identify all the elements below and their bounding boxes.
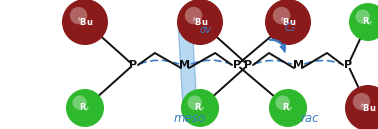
Circle shape xyxy=(345,85,378,129)
Circle shape xyxy=(181,89,219,127)
Circle shape xyxy=(276,95,290,110)
Circle shape xyxy=(70,7,87,24)
Circle shape xyxy=(66,89,104,127)
Text: P: P xyxy=(233,60,241,70)
Circle shape xyxy=(73,95,87,110)
Text: P: P xyxy=(344,60,352,70)
Circle shape xyxy=(185,7,202,24)
Text: $^t$Bu: $^t$Bu xyxy=(192,16,208,28)
Text: $^t$Bu: $^t$Bu xyxy=(77,16,93,28)
Text: rac: rac xyxy=(301,111,319,124)
FancyArrowPatch shape xyxy=(270,39,285,52)
Circle shape xyxy=(62,0,108,45)
Circle shape xyxy=(187,95,202,110)
Text: M: M xyxy=(293,60,304,70)
Text: R$_f$: R$_f$ xyxy=(363,16,374,28)
Text: P: P xyxy=(129,60,137,70)
Circle shape xyxy=(349,3,378,41)
Polygon shape xyxy=(178,22,197,108)
Circle shape xyxy=(269,89,307,127)
Circle shape xyxy=(353,93,370,110)
Text: C₂: C₂ xyxy=(285,23,295,33)
Text: P: P xyxy=(244,60,252,70)
Text: $^t$Bu: $^t$Bu xyxy=(360,102,376,114)
Circle shape xyxy=(177,0,223,45)
Text: R$_f$: R$_f$ xyxy=(282,102,294,114)
Text: M: M xyxy=(180,60,191,70)
Text: R$_f$: R$_f$ xyxy=(194,102,206,114)
Text: σv: σv xyxy=(200,25,212,35)
Text: $^t$Bu: $^t$Bu xyxy=(280,16,296,28)
Circle shape xyxy=(355,9,370,24)
Text: meso: meso xyxy=(174,111,206,124)
Circle shape xyxy=(265,0,311,45)
Circle shape xyxy=(273,7,290,24)
Text: R$_f$: R$_f$ xyxy=(79,102,91,114)
